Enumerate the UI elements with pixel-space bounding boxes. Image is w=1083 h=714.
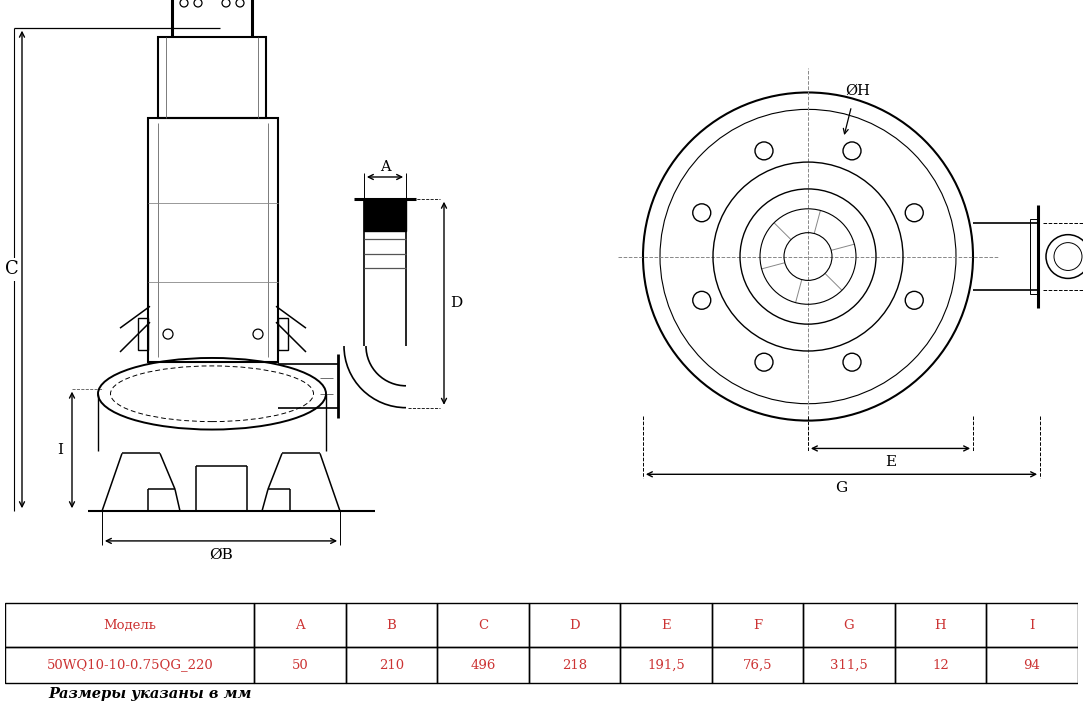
Text: 218: 218 (562, 658, 587, 672)
Text: F: F (753, 619, 762, 632)
Text: G: G (835, 481, 848, 496)
Text: E: E (885, 456, 896, 469)
Bar (804, 603, 895, 648)
Bar (255, 603, 345, 648)
Bar (438, 603, 529, 648)
Circle shape (843, 353, 861, 371)
Text: C: C (478, 619, 488, 632)
Bar (438, 648, 529, 683)
Bar (987, 648, 1078, 683)
Text: 12: 12 (932, 658, 949, 672)
Circle shape (693, 203, 710, 222)
Text: 496: 496 (470, 658, 496, 672)
Text: E: E (661, 619, 670, 632)
Text: 191,5: 191,5 (647, 658, 684, 672)
Text: 50WQ10-10-0.75QG_220: 50WQ10-10-0.75QG_220 (47, 658, 213, 672)
Bar (712, 603, 804, 648)
Text: 94: 94 (1023, 658, 1041, 672)
Text: I: I (1029, 619, 1034, 632)
Bar (621, 603, 712, 648)
Bar (138, 318, 148, 350)
Bar (345, 603, 438, 648)
Bar (621, 648, 712, 683)
Circle shape (905, 291, 923, 309)
Text: 76,5: 76,5 (743, 658, 772, 672)
Text: A: A (380, 160, 390, 174)
Text: Размеры указаны в мм: Размеры указаны в мм (49, 687, 252, 701)
Text: ØB: ØB (209, 548, 233, 562)
Text: B: B (387, 619, 396, 632)
Text: C: C (5, 261, 18, 278)
Bar (895, 648, 987, 683)
Text: G: G (844, 619, 854, 632)
Bar (804, 648, 895, 683)
Text: D: D (569, 619, 579, 632)
Text: Модель: Модель (103, 619, 156, 632)
Text: H: H (935, 619, 947, 632)
Circle shape (755, 353, 773, 371)
Bar (895, 603, 987, 648)
Bar (712, 648, 804, 683)
Text: A: A (295, 619, 304, 632)
Circle shape (755, 142, 773, 160)
Bar (987, 603, 1078, 648)
Bar (364, 199, 406, 231)
Bar (278, 318, 288, 350)
Bar (1030, 218, 1038, 294)
Text: 210: 210 (379, 658, 404, 672)
Circle shape (905, 203, 923, 222)
Circle shape (693, 291, 710, 309)
Text: ØH: ØH (845, 84, 870, 98)
Bar (158, 37, 266, 119)
Text: 311,5: 311,5 (830, 658, 867, 672)
Bar (148, 119, 278, 362)
Bar (5, 603, 255, 648)
Bar (255, 648, 345, 683)
Bar (5, 648, 255, 683)
Bar (529, 603, 621, 648)
Bar (345, 648, 438, 683)
Circle shape (843, 142, 861, 160)
Text: D: D (449, 296, 462, 311)
Text: 50: 50 (291, 658, 309, 672)
Bar (529, 648, 621, 683)
Text: I: I (57, 443, 63, 457)
